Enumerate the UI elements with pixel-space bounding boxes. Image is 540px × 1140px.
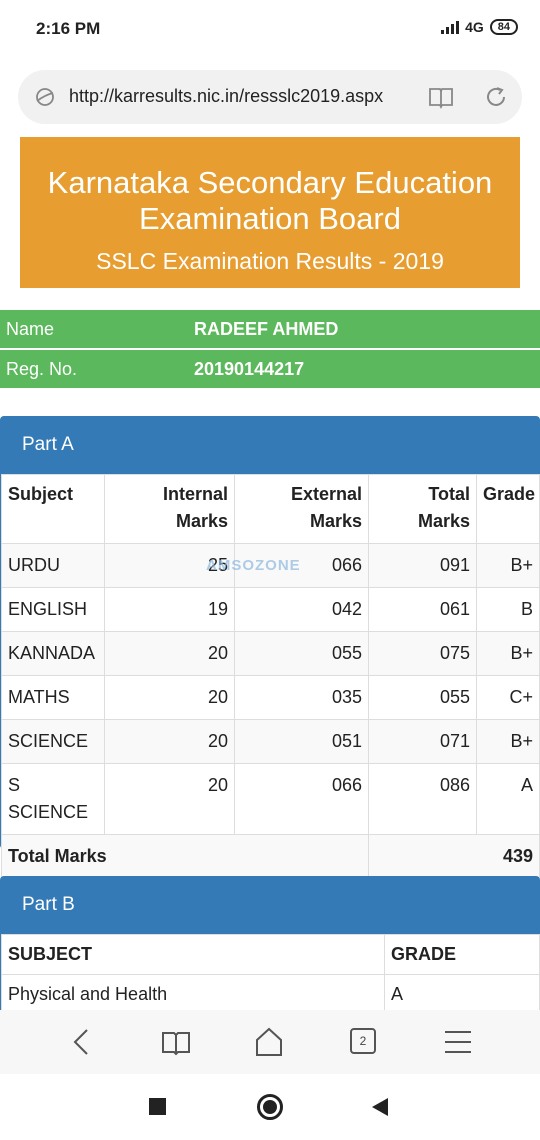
total-marks-cell: 091 bbox=[368, 543, 477, 588]
part-b-panel: Part B SUBJECT GRADE Physical and Health… bbox=[0, 876, 540, 1026]
external-marks-cell: 035 bbox=[234, 675, 369, 720]
results-banner: Karnataka Secondary Education Examinatio… bbox=[20, 137, 520, 288]
column-header: Grade bbox=[476, 474, 540, 544]
battery-icon: 84 bbox=[489, 19, 518, 35]
external-marks-cell: 066 bbox=[234, 763, 369, 835]
subject-cell: ENGLISH bbox=[1, 587, 105, 632]
part-a-table: Subject Internal Marks External Marks To… bbox=[1, 474, 540, 879]
back-triangle-icon[interactable] bbox=[372, 1098, 388, 1116]
grade-cell: B+ bbox=[476, 719, 540, 764]
column-header: SUBJECT bbox=[1, 934, 385, 975]
network-type: 4G bbox=[465, 19, 484, 35]
address-bar[interactable]: http://karresults.nic.in/ressslc2019.asp… bbox=[18, 70, 522, 124]
total-marks-cell: 055 bbox=[368, 675, 477, 720]
back-icon[interactable] bbox=[66, 1026, 98, 1058]
battery-level: 84 bbox=[497, 21, 510, 33]
bookmarks-icon[interactable] bbox=[160, 1026, 192, 1058]
student-reg-row: Reg. No. 20190144217 bbox=[0, 350, 540, 388]
part-b-header-row: SUBJECT GRADE bbox=[1, 934, 540, 975]
url-text[interactable]: http://karresults.nic.in/ressslc2019.asp… bbox=[69, 86, 384, 106]
external-marks-cell: 051 bbox=[234, 719, 369, 764]
column-header: External Marks bbox=[234, 474, 369, 544]
grade-cell: B+ bbox=[476, 631, 540, 676]
total-marks-value: 439 bbox=[368, 834, 540, 879]
column-header: Subject bbox=[1, 474, 105, 544]
total-marks-cell: 071 bbox=[368, 719, 477, 764]
table-row: Physical and Health A bbox=[1, 974, 540, 1015]
reg-label: Reg. No. bbox=[6, 359, 78, 379]
subject-cell: SCIENCE bbox=[1, 719, 105, 764]
grade-cell: B+ bbox=[476, 543, 540, 588]
student-name-row: Name RADEEF AHMED bbox=[0, 310, 540, 348]
home-icon[interactable] bbox=[253, 1026, 285, 1058]
internal-marks-cell: 20 bbox=[104, 675, 235, 720]
subject-cell: S SCIENCE bbox=[1, 763, 105, 835]
part-a-title: Part A bbox=[22, 434, 74, 455]
system-nav-bar bbox=[0, 1074, 540, 1140]
column-header: Internal Marks bbox=[104, 474, 235, 544]
table-row: MATHS 20 035 055 C+ bbox=[1, 675, 540, 720]
external-marks-cell: 066 bbox=[234, 543, 369, 588]
reader-mode-icon[interactable] bbox=[428, 85, 454, 109]
status-indicators: 4G 84 bbox=[441, 19, 518, 35]
banner-title: Karnataka Secondary Education Examinatio… bbox=[47, 165, 493, 236]
external-marks-cell: 042 bbox=[234, 587, 369, 632]
signal-icon bbox=[441, 20, 460, 34]
part-a-heading: Part A bbox=[1, 417, 539, 474]
column-header: GRADE bbox=[384, 934, 540, 975]
internal-marks-cell: 19 bbox=[104, 587, 235, 632]
home-button-icon[interactable] bbox=[257, 1094, 283, 1120]
table-row: S SCIENCE 20 066 086 A bbox=[1, 763, 540, 835]
part-a-header-row: Subject Internal Marks External Marks To… bbox=[1, 474, 540, 544]
total-marks-cell: 061 bbox=[368, 587, 477, 632]
part-b-heading: Part B bbox=[1, 877, 539, 934]
subject-cell: Physical and Health bbox=[1, 974, 385, 1015]
part-a-panel: Part A Subject Internal Marks External M… bbox=[0, 416, 540, 879]
column-header: Total Marks bbox=[368, 474, 477, 544]
internal-marks-cell: 25 bbox=[104, 543, 235, 588]
status-bar: 2:16 PM 4G 84 bbox=[0, 0, 540, 58]
table-row: KANNADA 20 055 075 B+ bbox=[1, 631, 540, 676]
internal-marks-cell: 20 bbox=[104, 763, 235, 835]
subject-cell: KANNADA bbox=[1, 631, 105, 676]
name-value: RADEEF AHMED bbox=[194, 319, 339, 339]
part-b-table: SUBJECT GRADE Physical and Health A bbox=[1, 934, 540, 1015]
browser-toolbar bbox=[0, 1010, 540, 1074]
total-marks-label: Total Marks bbox=[1, 834, 369, 879]
grade-cell: A bbox=[476, 763, 540, 835]
reg-value: 20190144217 bbox=[194, 359, 305, 379]
table-row: SCIENCE 20 051 071 B+ bbox=[1, 719, 540, 764]
subject-cell: MATHS bbox=[1, 675, 105, 720]
table-row: ENGLISH 19 042 061 B bbox=[1, 587, 540, 632]
part-b-title: Part B bbox=[22, 894, 75, 915]
watermark: AMSOZONE bbox=[206, 557, 301, 574]
banner-subtitle: SSLC Examination Results - 2019 bbox=[96, 248, 444, 274]
name-label: Name bbox=[6, 319, 55, 339]
total-marks-row: Total Marks 439 bbox=[1, 834, 540, 879]
subject-cell: URDU bbox=[1, 543, 105, 588]
reload-icon[interactable] bbox=[484, 85, 508, 109]
grade-cell: B bbox=[476, 587, 540, 632]
status-time: 2:16 PM bbox=[36, 19, 101, 38]
grade-cell: C+ bbox=[476, 675, 540, 720]
menu-icon[interactable] bbox=[442, 1026, 474, 1058]
total-marks-cell: 086 bbox=[368, 763, 477, 835]
internal-marks-cell: 20 bbox=[104, 719, 235, 764]
table-row: URDU 25 066 091 B+ bbox=[1, 543, 540, 588]
external-marks-cell: 055 bbox=[234, 631, 369, 676]
recents-icon[interactable] bbox=[149, 1098, 166, 1115]
grade-cell: A bbox=[384, 974, 540, 1015]
tabs-button[interactable]: 2 bbox=[350, 1028, 376, 1054]
globe-icon bbox=[36, 88, 54, 106]
total-marks-cell: 075 bbox=[368, 631, 477, 676]
internal-marks-cell: 20 bbox=[104, 631, 235, 676]
